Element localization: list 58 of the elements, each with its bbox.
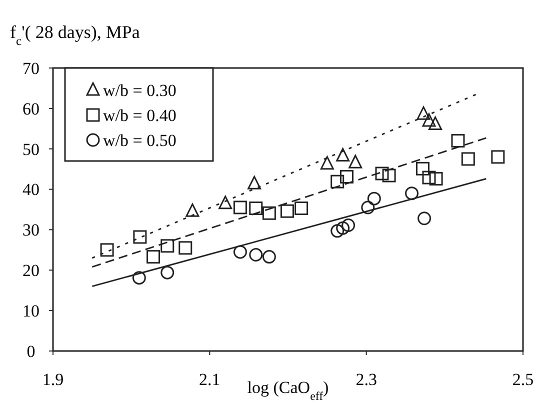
point — [405, 186, 419, 200]
point — [133, 230, 147, 244]
point — [330, 174, 344, 188]
point — [336, 148, 350, 162]
point — [429, 172, 443, 186]
point — [418, 212, 432, 226]
point — [340, 170, 354, 184]
point — [491, 150, 505, 164]
legend-label: w/b = 0.40 — [103, 106, 176, 125]
point — [280, 204, 294, 218]
point — [100, 243, 114, 257]
point — [336, 221, 350, 235]
y-tick-label: 70 — [22, 58, 40, 78]
x-tick-label: 2.1 — [199, 370, 220, 389]
legend-label: w/b = 0.30 — [103, 80, 176, 100]
point — [367, 192, 381, 206]
point — [422, 170, 436, 184]
point — [320, 156, 334, 170]
y-tick-label: 20 — [22, 261, 40, 280]
point — [294, 202, 308, 216]
x-tick-label: 2.5 — [512, 370, 534, 389]
point — [233, 200, 247, 214]
point — [160, 266, 174, 280]
point — [382, 168, 396, 182]
y-tick-label: 40 — [22, 180, 40, 200]
point — [146, 250, 160, 264]
point — [416, 162, 430, 176]
point — [233, 245, 247, 259]
point — [422, 113, 436, 127]
point — [461, 152, 475, 166]
x-axis-title: log (CaO$_{eff}$) — [247, 378, 329, 403]
y-tick-label: 60 — [22, 99, 40, 118]
point — [451, 134, 465, 148]
point — [342, 218, 356, 232]
x-tick-label: 2.3 — [356, 370, 377, 389]
y-tick-label: 0 — [26, 342, 36, 361]
point — [248, 176, 262, 190]
point — [375, 166, 389, 180]
point — [361, 200, 375, 214]
point — [416, 106, 430, 120]
y-tick-label: 10 — [22, 302, 40, 321]
point — [186, 203, 200, 217]
point — [262, 206, 276, 220]
point — [249, 248, 263, 262]
y-tick-label: 50 — [22, 140, 40, 159]
point — [262, 250, 276, 264]
point — [330, 224, 344, 238]
point — [178, 241, 192, 255]
y-tick-label: 30 — [22, 220, 40, 240]
y-axis-title: f$_{c}$'( 28 days), MPa — [10, 22, 140, 48]
point — [218, 196, 232, 210]
x-tick-label: 1.9 — [42, 370, 64, 389]
legend-label: w/b = 0.50 — [103, 130, 176, 150]
point — [249, 202, 263, 216]
point — [160, 239, 174, 253]
point — [428, 116, 442, 130]
point — [348, 154, 362, 168]
point — [132, 271, 146, 285]
